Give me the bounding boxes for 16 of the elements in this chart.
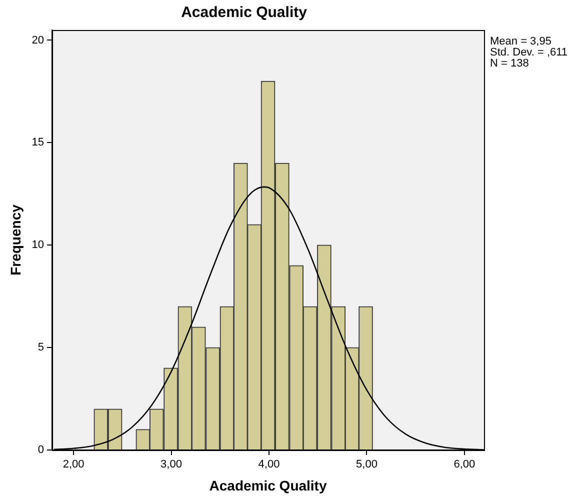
y-tick-label: 15 xyxy=(32,136,44,149)
x-tick-label: 3,00 xyxy=(160,458,182,471)
x-tick-label: 4,00 xyxy=(258,458,280,471)
x-tick-label: 5,00 xyxy=(356,458,378,471)
chart-title: Academic Quality xyxy=(181,4,308,22)
y-tick-label: 0 xyxy=(38,444,44,456)
y-axis-title: Frequency xyxy=(7,204,24,276)
text: Mean = 3,95 xyxy=(490,36,552,48)
y-tick-label: 20 xyxy=(32,34,44,46)
x-axis-title: Academic Quality xyxy=(209,477,327,494)
x-tick-label: 6,00 xyxy=(454,458,476,471)
y-tick-label: 10 xyxy=(32,239,44,252)
y-tick-label: 5 xyxy=(38,342,44,354)
x-tick-label: 2,00 xyxy=(62,458,84,471)
text: Std. Dev. = ,611 xyxy=(490,46,568,59)
text: N = 138 xyxy=(490,58,529,70)
